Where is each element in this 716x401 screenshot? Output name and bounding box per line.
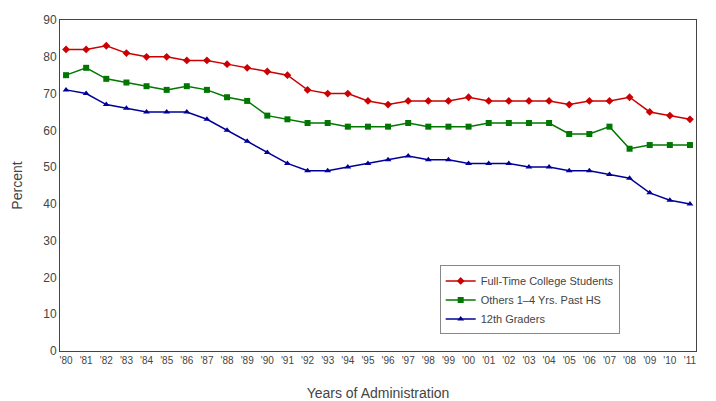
svg-text:'10: '10 bbox=[663, 355, 676, 366]
svg-text:'91: '91 bbox=[281, 355, 294, 366]
svg-text:Full-Time College Students: Full-Time College Students bbox=[481, 275, 614, 287]
svg-text:'90: '90 bbox=[261, 355, 274, 366]
svg-text:'85: '85 bbox=[160, 355, 173, 366]
svg-text:'96: '96 bbox=[382, 355, 395, 366]
svg-text:40: 40 bbox=[43, 197, 57, 211]
svg-text:50: 50 bbox=[43, 160, 57, 174]
svg-text:'08: '08 bbox=[623, 355, 636, 366]
svg-text:60: 60 bbox=[43, 124, 57, 138]
svg-text:'88: '88 bbox=[221, 355, 234, 366]
svg-text:'05: '05 bbox=[563, 355, 576, 366]
svg-text:0: 0 bbox=[50, 344, 57, 358]
svg-text:'82: '82 bbox=[100, 355, 113, 366]
svg-text:'04: '04 bbox=[543, 355, 556, 366]
svg-text:Percent: Percent bbox=[9, 161, 25, 209]
svg-text:Years of Administration: Years of Administration bbox=[307, 385, 450, 401]
svg-text:'93: '93 bbox=[321, 355, 334, 366]
svg-text:'92: '92 bbox=[301, 355, 314, 366]
svg-text:'98: '98 bbox=[422, 355, 435, 366]
svg-text:'01: '01 bbox=[482, 355, 495, 366]
svg-text:'06: '06 bbox=[583, 355, 596, 366]
svg-text:'11: '11 bbox=[684, 355, 697, 366]
svg-text:'83: '83 bbox=[120, 355, 133, 366]
svg-text:'81: '81 bbox=[80, 355, 93, 366]
svg-text:'80: '80 bbox=[60, 355, 73, 366]
svg-text:'02: '02 bbox=[502, 355, 515, 366]
svg-text:'87: '87 bbox=[200, 355, 213, 366]
svg-text:'86: '86 bbox=[180, 355, 193, 366]
svg-text:'89: '89 bbox=[241, 355, 254, 366]
svg-text:'84: '84 bbox=[140, 355, 153, 366]
svg-text:20: 20 bbox=[43, 271, 57, 285]
svg-text:'95: '95 bbox=[361, 355, 374, 366]
svg-text:'00: '00 bbox=[462, 355, 475, 366]
svg-text:80: 80 bbox=[43, 50, 57, 64]
svg-text:'94: '94 bbox=[341, 355, 354, 366]
svg-text:'07: '07 bbox=[603, 355, 616, 366]
svg-text:'97: '97 bbox=[402, 355, 415, 366]
svg-text:30: 30 bbox=[43, 234, 57, 248]
svg-text:'99: '99 bbox=[442, 355, 455, 366]
svg-text:12th Graders: 12th Graders bbox=[481, 313, 546, 325]
svg-text:'03: '03 bbox=[522, 355, 535, 366]
svg-text:90: 90 bbox=[43, 13, 57, 27]
svg-text:'09: '09 bbox=[643, 355, 656, 366]
svg-text:10: 10 bbox=[43, 307, 57, 321]
svg-text:Others 1–4 Yrs. Past HS: Others 1–4 Yrs. Past HS bbox=[481, 294, 601, 306]
svg-text:70: 70 bbox=[43, 87, 57, 101]
